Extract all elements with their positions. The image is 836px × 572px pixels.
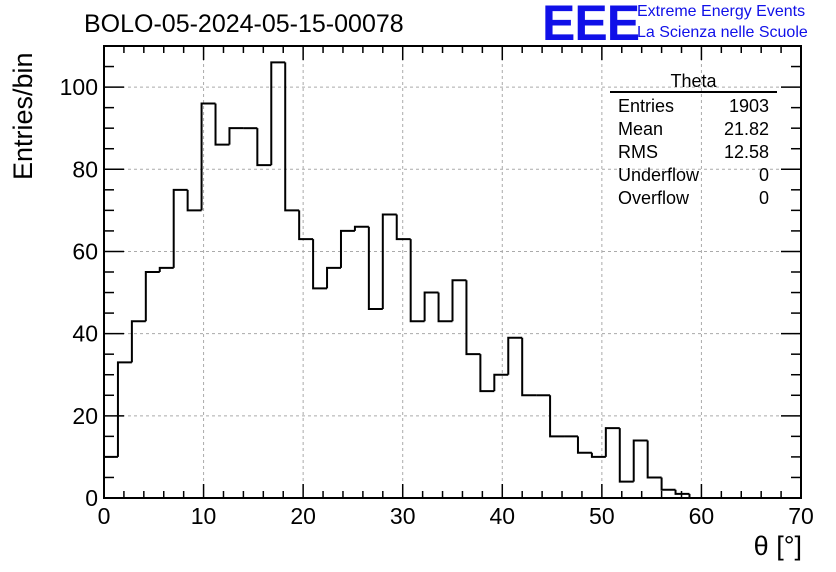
x-tick-label: 30 bbox=[390, 503, 416, 529]
histogram-bin bbox=[270, 61, 286, 166]
histogram-bin bbox=[618, 428, 634, 483]
x-tick-label: 50 bbox=[589, 503, 615, 529]
histogram-bin bbox=[186, 189, 202, 212]
histogram-bin bbox=[521, 337, 537, 397]
histogram-bin bbox=[423, 291, 439, 322]
histogram-bin bbox=[409, 239, 425, 323]
stats-row-rms: RMS 12.58 bbox=[610, 141, 777, 164]
y-tick-label: 100 bbox=[60, 74, 98, 100]
stats-value: 12.58 bbox=[723, 142, 769, 162]
logo-line-2: La Scienza nelle Scuole bbox=[637, 24, 808, 41]
y-tick-label: 40 bbox=[72, 321, 98, 347]
y-tick-label: 80 bbox=[72, 156, 98, 182]
histogram-bin bbox=[479, 354, 495, 393]
histogram-bin bbox=[576, 436, 592, 454]
y-axis-label: Entries/bin bbox=[8, 52, 38, 180]
histogram-bin bbox=[298, 210, 314, 241]
histogram-bin bbox=[326, 266, 341, 289]
histogram-bin bbox=[507, 336, 523, 375]
histogram-bin bbox=[590, 452, 606, 458]
x-tick-label: 20 bbox=[290, 503, 316, 529]
y-tick-label: 0 bbox=[85, 485, 98, 511]
stats-value: 21.82 bbox=[723, 119, 769, 139]
histogram-bin bbox=[214, 103, 230, 146]
histogram-bin bbox=[660, 477, 676, 491]
histogram-bin bbox=[674, 489, 690, 495]
stats-label: Overflow bbox=[618, 188, 690, 208]
histogram-bin bbox=[353, 225, 369, 231]
stats-row-entries: Entries 1903 bbox=[610, 95, 777, 118]
histogram-bin bbox=[116, 361, 132, 457]
logo-line-1: Extreme Energy Events bbox=[637, 3, 806, 20]
histogram-bin bbox=[367, 226, 383, 310]
histogram-bin bbox=[144, 271, 160, 322]
stats-label: Mean bbox=[618, 119, 664, 139]
histogram-bin bbox=[256, 128, 272, 167]
stats-label: Underflow bbox=[618, 165, 700, 185]
histogram-bin bbox=[130, 320, 146, 363]
histogram-bin bbox=[451, 279, 467, 322]
stats-row-mean: Mean 21.82 bbox=[610, 118, 777, 141]
stats-label: Entries bbox=[618, 96, 675, 116]
histogram-bin bbox=[604, 427, 620, 457]
tick-labels: 0 10 20 30 40 50 60 70 0 20 40 60 80 100 bbox=[60, 74, 814, 529]
histogram-bin bbox=[493, 373, 509, 392]
x-axis-label: θ [°] bbox=[753, 531, 802, 561]
histogram-bin bbox=[339, 229, 355, 268]
x-tick-label: 10 bbox=[191, 503, 217, 529]
histogram-bin bbox=[381, 213, 397, 309]
plot-frame bbox=[103, 45, 802, 499]
histogram-bin bbox=[158, 266, 174, 272]
stats-value: 0 bbox=[758, 165, 769, 185]
y-tick-label: 60 bbox=[72, 238, 98, 264]
stats-box: Theta Entries 1903 Mean 21.82 RMS 12.58 … bbox=[610, 71, 777, 210]
histogram-bin bbox=[172, 188, 188, 268]
stats-row-underflow: Underflow 0 bbox=[610, 164, 777, 187]
eee-logo-letters: EEE bbox=[542, 0, 640, 51]
histogram-bin bbox=[437, 292, 453, 323]
grid-lines bbox=[104, 46, 801, 498]
chart-title: BOLO-05-2024-05-15-00078 bbox=[84, 10, 404, 38]
histogram-bin bbox=[200, 102, 216, 211]
y-tick-label: 20 bbox=[72, 403, 98, 429]
histogram-bin bbox=[549, 395, 565, 438]
stats-row-overflow: Overflow 0 bbox=[610, 187, 777, 210]
histogram-bin bbox=[465, 280, 481, 356]
histogram-bin bbox=[284, 62, 300, 212]
stats-value: 1903 bbox=[728, 96, 769, 116]
x-tick-label: 60 bbox=[689, 503, 715, 529]
histogram-bin bbox=[395, 214, 411, 241]
x-tick-label: 70 bbox=[788, 503, 814, 529]
stats-title: Theta bbox=[610, 71, 777, 93]
histogram-bin bbox=[228, 127, 244, 145]
histogram-bin bbox=[632, 439, 648, 482]
stats-value: 0 bbox=[758, 188, 769, 208]
stats-label: RMS bbox=[618, 142, 658, 162]
x-tick-label: 0 bbox=[98, 503, 111, 529]
histogram-bars bbox=[103, 61, 801, 499]
histogram-bin bbox=[312, 239, 328, 290]
x-tick-label: 40 bbox=[489, 503, 515, 529]
histogram-bin bbox=[646, 440, 662, 479]
